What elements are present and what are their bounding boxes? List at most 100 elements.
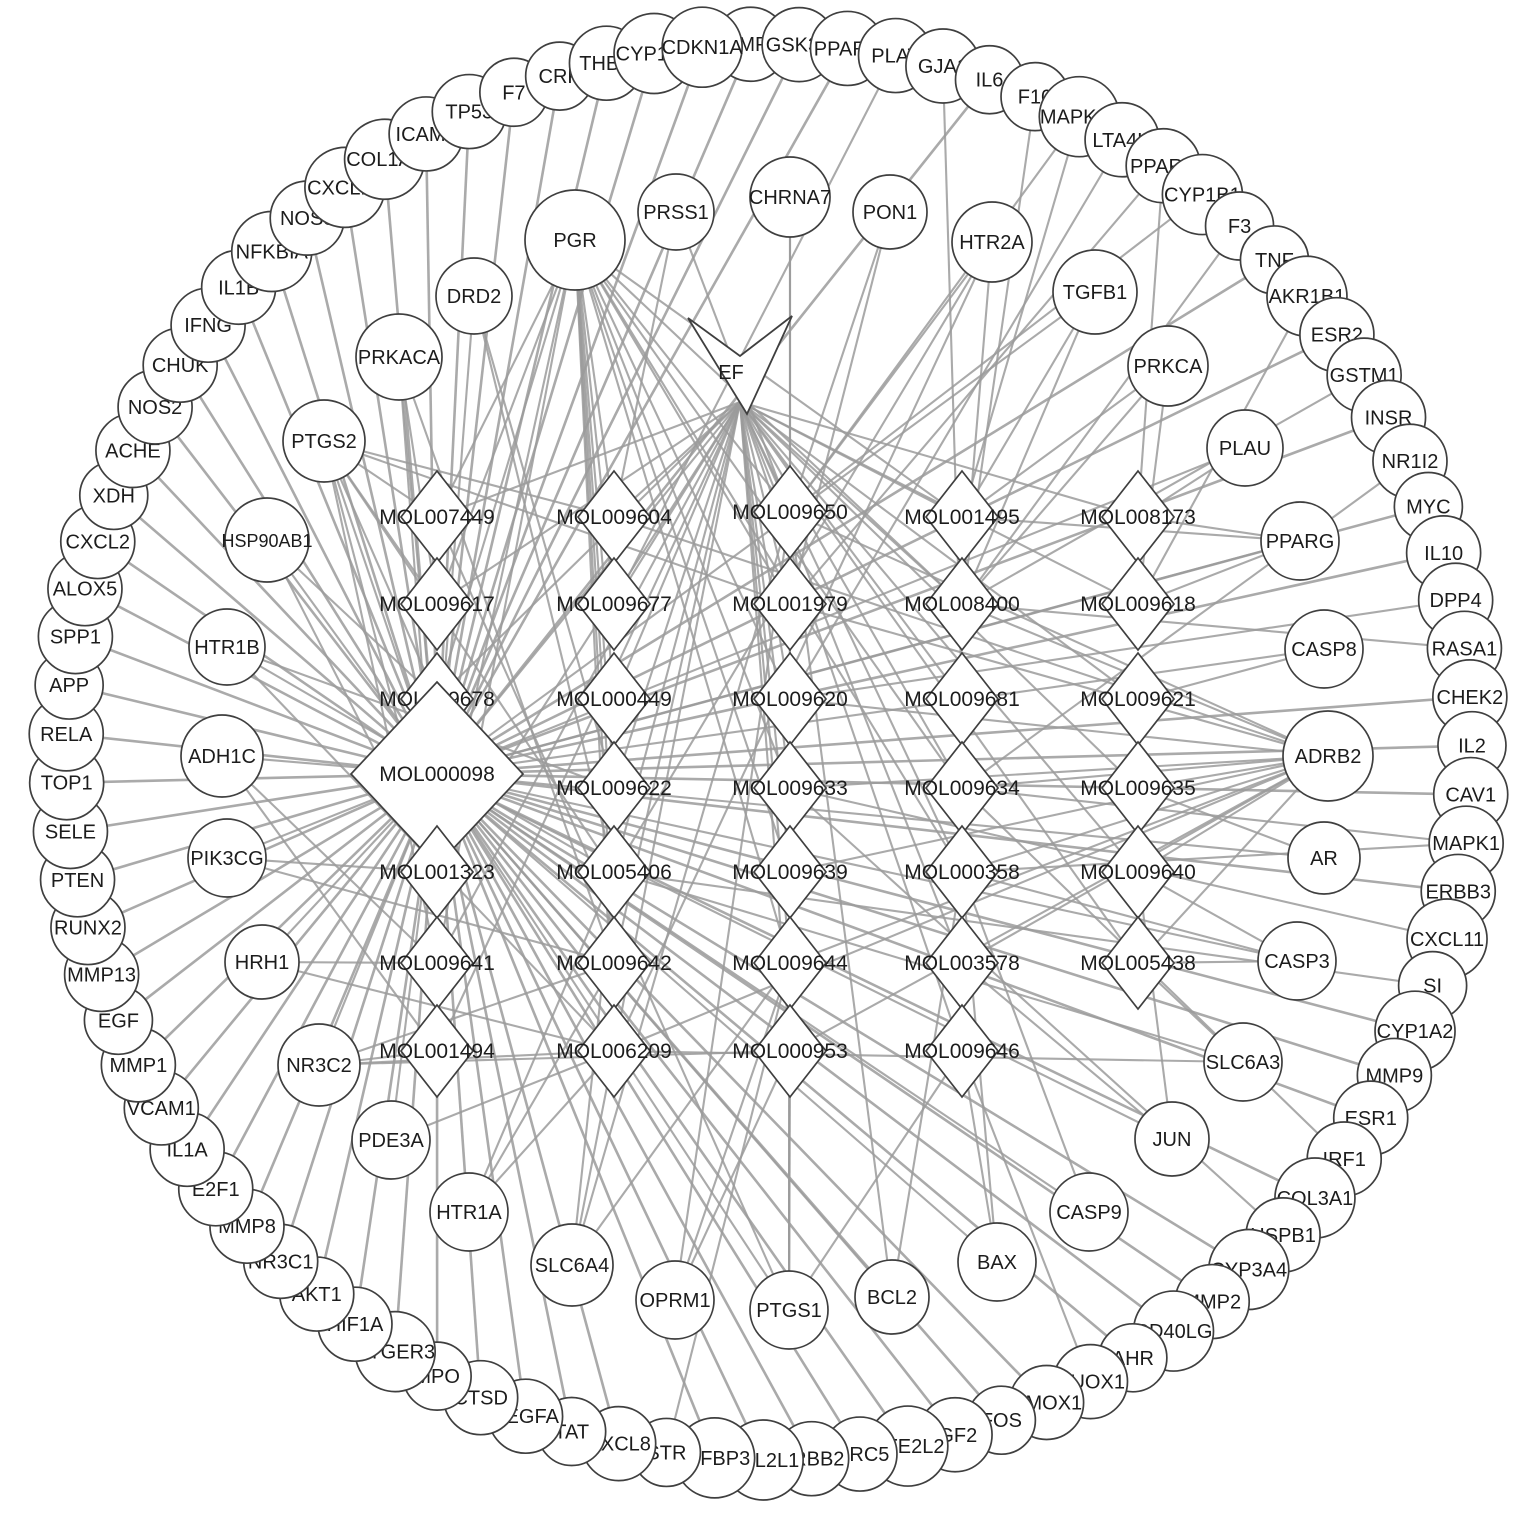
- node-label: RUNX2: [54, 918, 122, 940]
- node-label: HTR1B: [194, 637, 260, 659]
- edge: [117, 772, 438, 1022]
- molecule-node-mol009641: MOL009641: [379, 915, 495, 1011]
- edge: [674, 1050, 791, 1301]
- molecule-diamond: [576, 1003, 652, 1099]
- edge: [789, 755, 1329, 1052]
- target-circle: [1203, 1022, 1283, 1102]
- node-label: PTGS1: [756, 1300, 822, 1322]
- node-label: IL1A: [167, 1139, 209, 1161]
- molecule-node-mol009646: MOL009646: [904, 1003, 1020, 1099]
- node-label: RASA1: [1432, 638, 1498, 660]
- target-node-adrb2: ADRB2: [1282, 710, 1374, 802]
- molecule-diamond: [1100, 556, 1176, 652]
- edge: [160, 773, 439, 1109]
- node-label: MOL001495: [904, 506, 1020, 529]
- target-circle: [224, 924, 300, 1000]
- node-label: MMP1: [109, 1055, 167, 1077]
- edge: [789, 755, 1329, 964]
- node-label: APP: [49, 675, 89, 697]
- node-label: SLC6A4: [535, 1255, 610, 1277]
- node-label: STR: [646, 1442, 686, 1464]
- node-label: MOL001494: [379, 1040, 495, 1063]
- molecule-node-mol009634: MOL009634: [904, 740, 1020, 836]
- molecule-diamond: [1100, 915, 1176, 1011]
- target-circle: [635, 1260, 715, 1340]
- edge: [436, 773, 893, 1298]
- target-circle: [1134, 1101, 1210, 1177]
- node-label: TOP1: [41, 773, 93, 795]
- molecule-node-mol000953: MOL000953: [732, 1003, 848, 1099]
- node-label: CHRNA7: [749, 187, 831, 209]
- node-label: IL2: [1458, 736, 1486, 758]
- edge: [323, 440, 438, 700]
- molecule-diamond: [924, 1003, 1000, 1099]
- edge: [612, 211, 678, 518]
- node-label: CASP9: [1056, 1202, 1122, 1224]
- node-label: E2F1: [192, 1179, 240, 1201]
- target-node-oprm1: OPRM1: [635, 1260, 715, 1340]
- node-label: ADRB2: [1295, 746, 1362, 768]
- edge: [318, 962, 615, 1066]
- target-circle: [637, 173, 715, 251]
- edge: [571, 962, 791, 1266]
- molecule-node-mol009617: MOL009617: [379, 556, 495, 652]
- edge: [789, 211, 891, 513]
- target-node-slc6a3: SLC6A3: [1203, 1022, 1283, 1102]
- node-label: HSP90AB1: [221, 531, 312, 551]
- edge: [674, 962, 791, 1301]
- edge: [961, 291, 1096, 605]
- edge: [961, 870, 1298, 963]
- node-label: CXCL11: [1410, 929, 1484, 951]
- node-label: JUN: [1153, 1129, 1192, 1151]
- node-label: MOL009641: [379, 952, 495, 975]
- node-label: AR: [1310, 848, 1338, 870]
- target-node-ptgs1: PTGS1: [749, 1270, 829, 1350]
- node-label: MOL009633: [732, 777, 848, 800]
- node-label: CHUK: [152, 355, 209, 377]
- node-label: MOL008173: [1080, 506, 1196, 529]
- target-circle: [852, 174, 928, 250]
- node-label: SLC6A3: [1206, 1052, 1281, 1074]
- edge: [961, 842, 1467, 874]
- node-label: IFNG: [184, 315, 232, 337]
- node-label: ERBB3: [1425, 881, 1491, 903]
- target-circle: [277, 1023, 361, 1107]
- node-label: PTEN: [51, 870, 104, 892]
- node-label: SI: [1423, 976, 1442, 998]
- node-label: MOL009621: [1080, 688, 1196, 711]
- target-node-ptgs2: PTGS2: [282, 399, 366, 483]
- node-label: OPRM1: [639, 1290, 710, 1312]
- edge: [789, 602, 1329, 758]
- node-label: PRSS1: [643, 202, 709, 224]
- node-label: IL10: [1424, 543, 1463, 565]
- node-label: F7: [502, 82, 525, 104]
- molecule-diamond: [752, 1003, 828, 1099]
- molecule-node-mol008400: MOL008400: [904, 556, 1020, 652]
- edge: [960, 116, 1081, 518]
- node-label: F3: [1228, 216, 1251, 238]
- edge: [436, 772, 1298, 963]
- node-label: MOL009635: [1080, 777, 1196, 800]
- edge: [961, 871, 1090, 1213]
- edge: [214, 773, 439, 1190]
- node-label: PON1: [863, 202, 917, 224]
- edge: [789, 697, 1329, 758]
- edge: [961, 374, 1365, 605]
- node-label: HTR2A: [959, 232, 1025, 254]
- edge: [221, 755, 438, 964]
- node-label: MOL009617: [379, 593, 495, 616]
- target-circle: [749, 1270, 829, 1350]
- edge: [468, 962, 615, 1213]
- edge: [435, 92, 516, 775]
- node-label: PTGS2: [291, 431, 357, 453]
- target-circle: [351, 1100, 431, 1180]
- target-node-pik3cg: PIK3CG: [187, 818, 267, 898]
- molecule-node-mol009633: MOL009633: [732, 740, 848, 836]
- edge: [788, 1050, 963, 1311]
- node-label: ACHE: [105, 441, 161, 463]
- target-node-tgfb1: TGFB1: [1052, 249, 1138, 335]
- edge: [436, 773, 1048, 1404]
- edge: [613, 241, 993, 1052]
- target-node-pgr: PGR: [524, 189, 626, 291]
